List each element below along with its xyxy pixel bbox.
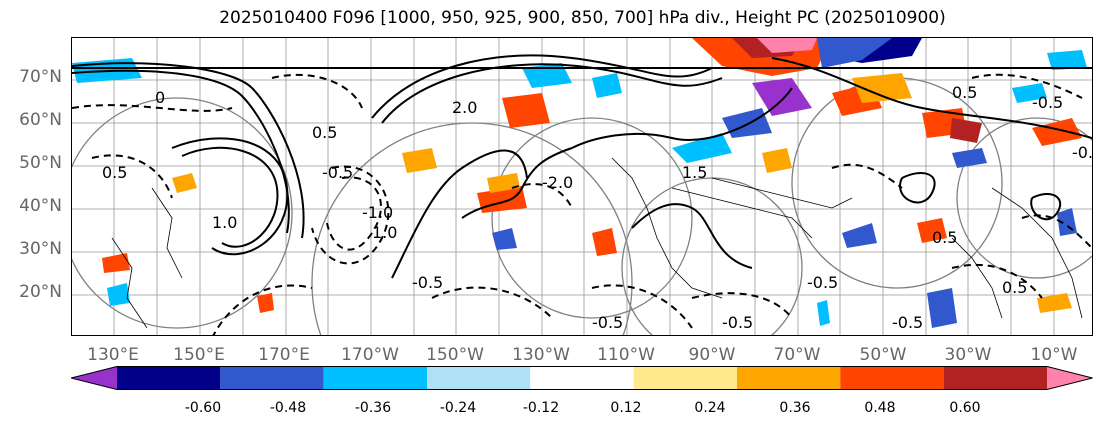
contour-label: -0.5: [722, 313, 753, 332]
lon-label-170w: 170°W: [341, 345, 399, 365]
lat-label-30n: 30°N: [19, 239, 62, 259]
colorbar-tick-label: 0.24: [694, 400, 726, 416]
lon-label-90w: 90°W: [688, 345, 736, 365]
lat-label-20n: 20°N: [19, 282, 62, 302]
colorbar-cell: [117, 366, 221, 390]
contour-label: -0.5: [412, 273, 443, 292]
colorbar-cell: [323, 366, 427, 390]
lon-label-70w: 70°W: [773, 345, 821, 365]
lon-label-50w: 50°W: [859, 345, 907, 365]
colorbar-cell: [840, 366, 944, 390]
colorbar-cell: [633, 366, 737, 390]
colorbar-cell: [220, 366, 324, 390]
colorbar: [71, 366, 1093, 390]
lon-label-130w: 130°W: [512, 345, 570, 365]
coastlines: [111, 157, 1083, 329]
contour-label: 0.5: [1002, 278, 1027, 297]
lat-label-40n: 40°N: [19, 196, 62, 216]
contour-label: -0.5: [592, 313, 623, 332]
contour-label: 0.5: [102, 163, 127, 182]
contour-label: 0.5: [932, 228, 957, 247]
contour-label: 0.5: [952, 83, 977, 102]
colorbar-tick-label: 0.36: [779, 400, 811, 416]
colorbar-tick-label: -0.24: [439, 400, 477, 416]
lon-label-10w: 10°W: [1030, 345, 1078, 365]
contour-label: -0.5: [322, 163, 353, 182]
chart-title: 2025010400 F096 [1000, 950, 925, 900, 85…: [219, 8, 946, 28]
map-panel: 0 0.5 1.0 -0.5 1.0 -0.5 -1.0 2.0 0.5 -2.…: [71, 37, 1093, 336]
contour-label: 0.5: [312, 123, 337, 142]
lat-label-50n: 50°N: [19, 153, 62, 173]
colorbar-cell: [1047, 366, 1093, 390]
lon-label-150e: 150°E: [173, 345, 225, 365]
lon-label-150w: 150°W: [426, 345, 484, 365]
colorbar-cell: [71, 366, 117, 390]
contour-labels: 0 0.5 1.0 -0.5 1.0 -0.5 -1.0 2.0 0.5 -2.…: [102, 83, 1092, 332]
contour-label: -0.5: [807, 273, 838, 292]
colorbar-tick-label: 0.60: [949, 400, 981, 416]
contour-label: 2.0: [452, 98, 477, 117]
contour-label: -0.5: [892, 313, 923, 332]
lat-label-70n: 70°N: [19, 67, 62, 87]
lon-label-110w: 110°W: [597, 345, 655, 365]
colorbar-tick-label: 0.12: [610, 400, 642, 416]
colorbar-tick-label: -0.48: [269, 400, 307, 416]
contour-label: 1.5: [682, 163, 707, 182]
height-contours-positive: [72, 54, 1092, 279]
contour-label: 1.0: [372, 223, 397, 242]
colorbar-cell: [427, 366, 531, 390]
map-canvas: 0 0.5 1.0 -0.5 1.0 -0.5 -1.0 2.0 0.5 -2.…: [72, 38, 1092, 335]
colorbar-tick-label: -0.12: [522, 400, 560, 416]
contour-label: -0.5: [1072, 143, 1092, 162]
colorbar-tick-label: -0.60: [184, 400, 222, 416]
graticule: [72, 38, 1092, 335]
lon-label-130e: 130°E: [87, 345, 139, 365]
lon-label-170e: 170°E: [258, 345, 310, 365]
colorbar-tick-label: 0.48: [864, 400, 896, 416]
contour-label: -0.5: [1032, 93, 1063, 112]
height-contours-negative: [72, 73, 1092, 335]
contour-label: -2.0: [542, 173, 573, 192]
colorbar-cell: [737, 366, 841, 390]
lat-label-60n: 60°N: [19, 110, 62, 130]
colorbar-cell: [530, 366, 634, 390]
contour-label: 1.0: [212, 213, 237, 232]
colorbar-cell: [943, 366, 1047, 390]
colorbar-tick-label: -0.36: [354, 400, 392, 416]
contour-label: 0: [155, 88, 165, 107]
lon-label-30w: 30°W: [944, 345, 992, 365]
contour-label: -1.0: [362, 203, 393, 222]
